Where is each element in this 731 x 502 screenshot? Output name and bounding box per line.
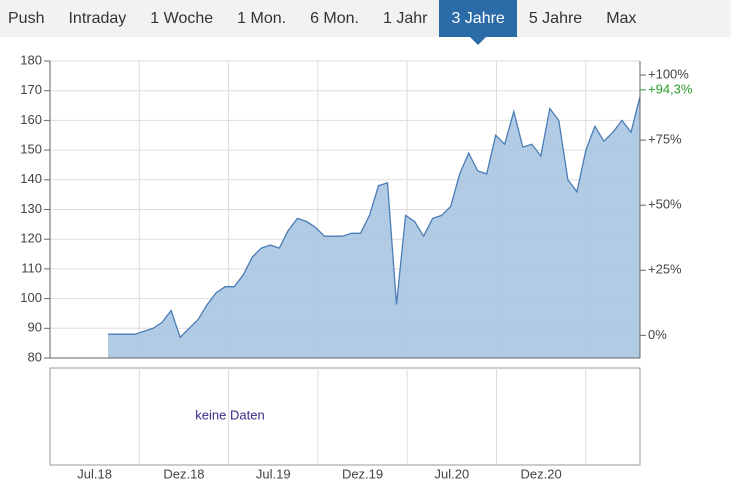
y-tick-label: 170: [20, 82, 42, 97]
y-tick-label: 180: [20, 52, 42, 67]
y-tick-label: 130: [20, 201, 42, 216]
tab-bar: Push Intraday 1 Woche 1 Mon. 6 Mon. 1 Jahr 3 J…: [0, 0, 731, 45]
y-tick-label: 120: [20, 231, 42, 246]
y-tick-label: 80: [28, 349, 42, 364]
tab[interactable]: Push: [8, 9, 45, 27]
y-tick-label: 150: [20, 142, 42, 157]
x-tick-label: Dez.19: [342, 466, 383, 481]
y2-tick-label: 0%: [648, 327, 667, 342]
tab[interactable]: Intraday: [68, 9, 127, 27]
y-tick-label: 110: [21, 260, 42, 275]
x-tick-label: Jul.18: [77, 466, 112, 481]
x-tick-label: Jul.20: [434, 466, 469, 481]
tab[interactable]: 6 Mon.: [310, 9, 359, 27]
y-tick-label: 140: [20, 171, 42, 186]
lower-panel: [49, 367, 641, 466]
annotation: +94,3%: [648, 81, 693, 96]
area: [108, 96, 640, 358]
y2-tick-label: +50%: [648, 197, 682, 212]
y-tick-label: 100: [20, 290, 42, 305]
tab[interactable]: 5 Jahre: [528, 9, 583, 27]
tab[interactable]: 1 Mon.: [237, 9, 287, 27]
y2-tick-label: +75%: [648, 132, 682, 147]
y-tick-label: 90: [28, 320, 42, 335]
tab[interactable]: 1 Woche: [150, 9, 214, 27]
x-tick-label: Dez.18: [163, 466, 204, 481]
y2-tick-label: +25%: [648, 262, 682, 277]
tab[interactable]: 1 Jahr: [382, 9, 428, 27]
x-tick-label: Jul.19: [256, 466, 291, 481]
x-tick-label: Dez.20: [521, 466, 562, 481]
tab[interactable]: 3 Jahre: [439, 0, 517, 45]
line: [108, 96, 641, 339]
tab[interactable]: Max: [606, 9, 637, 27]
y-tick-label: 160: [20, 112, 42, 127]
y2-tick-label: +100%: [648, 66, 689, 81]
no-data-message: keine Daten: [195, 407, 264, 422]
